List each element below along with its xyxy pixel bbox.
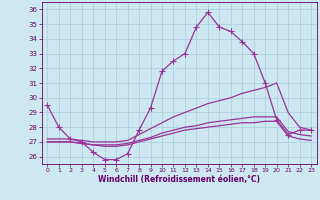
X-axis label: Windchill (Refroidissement éolien,°C): Windchill (Refroidissement éolien,°C) xyxy=(98,175,260,184)
